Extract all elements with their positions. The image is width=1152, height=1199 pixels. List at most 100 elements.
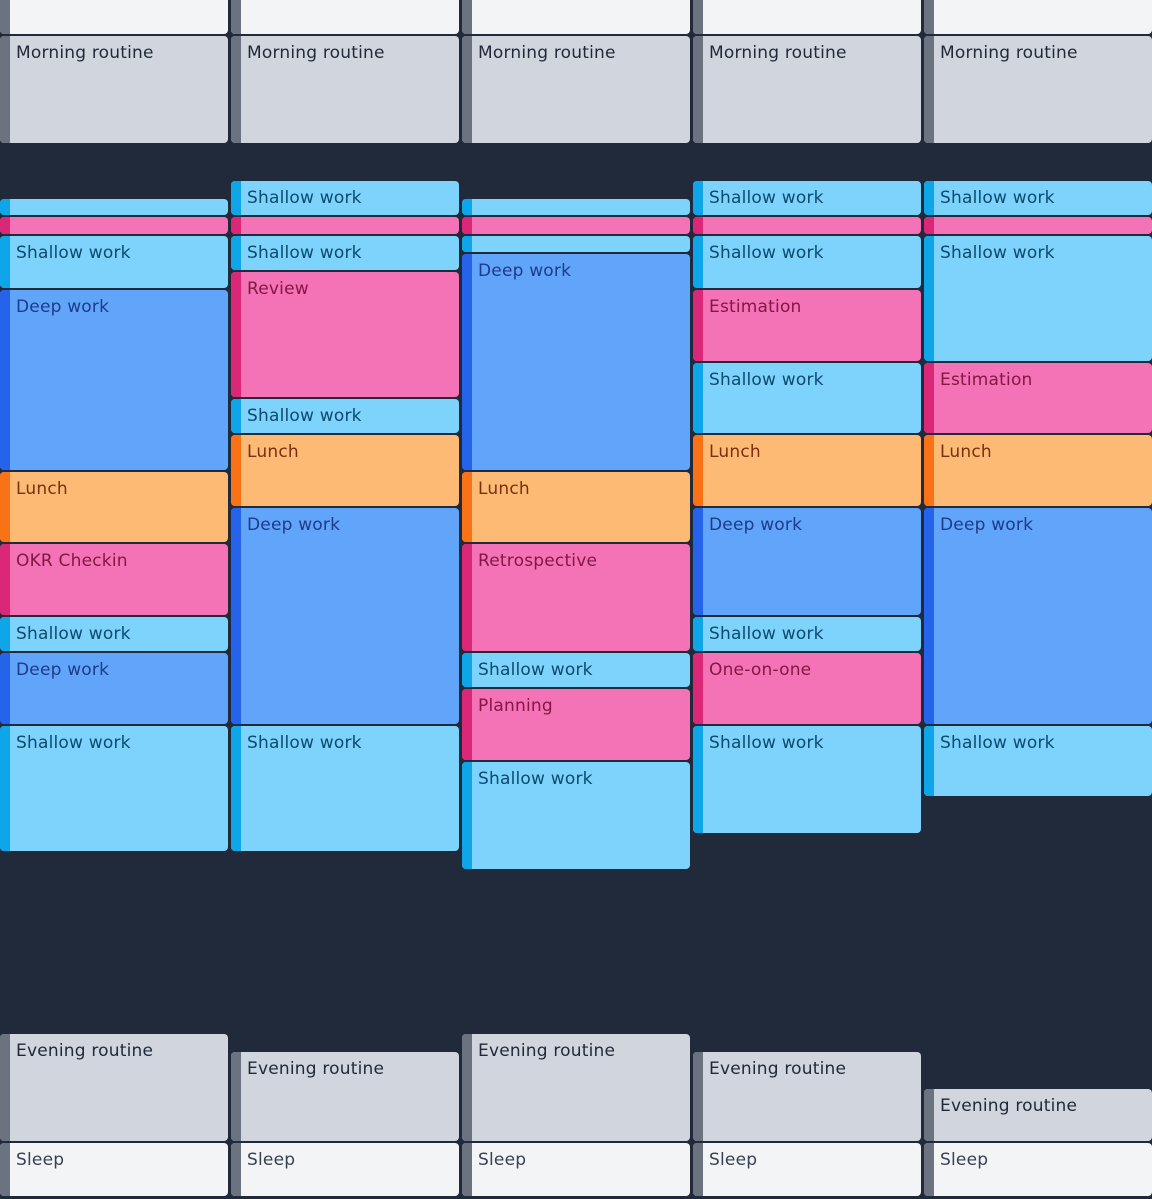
event-title: Lunch [247, 442, 299, 462]
event-sleep[interactable] [462, 0, 690, 34]
event-sleep[interactable] [693, 0, 921, 34]
event-deep-work[interactable]: Deep work [0, 653, 228, 724]
event-deep-work[interactable]: Deep work [924, 508, 1152, 724]
event-title: Shallow work [709, 370, 824, 390]
day-column: Morning routine Shallow work Deep work Lunc… [0, 0, 228, 1199]
event-planning[interactable]: Planning [462, 689, 690, 760]
event-lunch[interactable]: Lunch [462, 472, 690, 542]
event-evening-routine[interactable]: Evening routine [924, 1089, 1152, 1141]
event-sleep[interactable] [0, 0, 228, 34]
event-title: Shallow work [940, 188, 1055, 208]
event-title: Sleep [478, 1150, 527, 1170]
event-meeting[interactable] [924, 217, 1152, 234]
event-deep-work[interactable]: Deep work [693, 508, 921, 615]
event-deep-work[interactable]: Deep work [462, 254, 690, 470]
event-title: Retrospective [478, 551, 598, 571]
event-title: Shallow work [709, 624, 824, 644]
event-shallow[interactable] [462, 199, 690, 215]
event-sleep[interactable]: Sleep [924, 1143, 1152, 1196]
event-shallow-work[interactable]: Shallow work [924, 181, 1152, 215]
event-shallow-work[interactable]: Shallow work [924, 236, 1152, 361]
event-lunch[interactable]: Lunch [693, 435, 921, 506]
event-shallow-work[interactable]: Shallow work [231, 399, 459, 433]
event-morning-routine[interactable]: Morning routine [231, 36, 459, 143]
event-title: Evening routine [940, 1096, 1078, 1116]
event-title: Evening routine [478, 1041, 616, 1061]
event-lunch[interactable]: Lunch [924, 435, 1152, 506]
event-title: Lunch [16, 479, 68, 499]
day-column: Morning routine Shallow work Shallow work E… [924, 0, 1152, 1199]
event-title: Shallow work [247, 243, 362, 263]
event-shallow-work[interactable]: Shallow work [693, 181, 921, 215]
event-lunch[interactable]: Lunch [0, 472, 228, 542]
event-sleep[interactable]: Sleep [0, 1143, 228, 1196]
event-title: Shallow work [16, 624, 131, 644]
event-title: One-on-one [709, 660, 812, 680]
event-meeting[interactable] [462, 217, 690, 234]
event-title: Deep work [16, 297, 110, 317]
event-evening-routine[interactable]: Evening routine [231, 1052, 459, 1141]
event-title: Lunch [709, 442, 761, 462]
event-shallow[interactable] [0, 199, 228, 215]
event-shallow-work[interactable]: Shallow work [231, 236, 459, 270]
event-okr-checkin[interactable]: OKR Checkin [0, 544, 228, 615]
event-sleep[interactable]: Sleep [693, 1143, 921, 1196]
event-estimation[interactable]: Estimation [693, 290, 921, 361]
event-sleep[interactable] [231, 0, 459, 34]
event-title: OKR Checkin [16, 551, 128, 571]
event-shallow-work[interactable]: Shallow work [462, 762, 690, 869]
event-estimation[interactable]: Estimation [924, 363, 1152, 433]
event-sleep[interactable] [924, 0, 1152, 34]
event-title: Morning routine [940, 43, 1078, 63]
event-shallow-work[interactable]: Shallow work [693, 236, 921, 288]
event-retrospective[interactable]: Retrospective [462, 544, 690, 651]
event-meeting[interactable] [0, 217, 228, 234]
event-title: Deep work [709, 515, 803, 535]
event-shallow-work[interactable]: Shallow work [693, 363, 921, 433]
event-review[interactable]: Review [231, 272, 459, 397]
event-title: Lunch [940, 442, 992, 462]
event-title: Shallow work [478, 660, 593, 680]
event-evening-routine[interactable]: Evening routine [0, 1034, 228, 1141]
event-deep-work[interactable]: Deep work [231, 508, 459, 724]
event-title: Estimation [940, 370, 1033, 390]
event-shallow-work[interactable]: Shallow work [924, 726, 1152, 796]
event-shallow-work[interactable]: Shallow work [0, 236, 228, 288]
event-morning-routine[interactable]: Morning routine [0, 36, 228, 143]
event-title: Morning routine [247, 43, 385, 63]
event-title: Sleep [940, 1150, 989, 1170]
day-column: Morning routine Deep work Lunch Retrospecti… [462, 0, 690, 1199]
event-title: Shallow work [247, 188, 362, 208]
day-column: Morning routine Shallow work Shallow work E… [693, 0, 921, 1199]
event-title: Estimation [709, 297, 802, 317]
event-title: Planning [478, 696, 553, 716]
event-title: Evening routine [16, 1041, 154, 1061]
event-meeting[interactable] [231, 217, 459, 234]
day-column: Morning routine Shallow work Shallow work R… [231, 0, 459, 1199]
event-one-on-one[interactable]: One-on-one [693, 653, 921, 724]
event-evening-routine[interactable]: Evening routine [462, 1034, 690, 1141]
event-shallow-work[interactable]: Shallow work [0, 726, 228, 851]
event-shallow-work[interactable]: Shallow work [231, 726, 459, 851]
event-shallow-work[interactable]: Shallow work [693, 617, 921, 651]
event-deep-work[interactable]: Deep work [0, 290, 228, 470]
event-shallow-work[interactable]: Shallow work [693, 726, 921, 833]
event-title: Deep work [247, 515, 341, 535]
event-morning-routine[interactable]: Morning routine [924, 36, 1152, 143]
event-shallow-work[interactable]: Shallow work [462, 653, 690, 687]
event-title: Evening routine [709, 1059, 847, 1079]
event-title: Shallow work [940, 243, 1055, 263]
event-morning-routine[interactable]: Morning routine [693, 36, 921, 143]
event-sleep[interactable]: Sleep [462, 1143, 690, 1196]
event-evening-routine[interactable]: Evening routine [693, 1052, 921, 1141]
event-meeting[interactable] [693, 217, 921, 234]
event-shallow-work[interactable]: Shallow work [231, 181, 459, 215]
event-shallow-work[interactable]: Shallow work [0, 617, 228, 651]
event-sleep[interactable]: Sleep [231, 1143, 459, 1196]
event-title: Shallow work [478, 769, 593, 789]
event-morning-routine[interactable]: Morning routine [462, 36, 690, 143]
event-shallow[interactable] [462, 236, 690, 252]
event-lunch[interactable]: Lunch [231, 435, 459, 506]
event-title: Shallow work [16, 243, 131, 263]
